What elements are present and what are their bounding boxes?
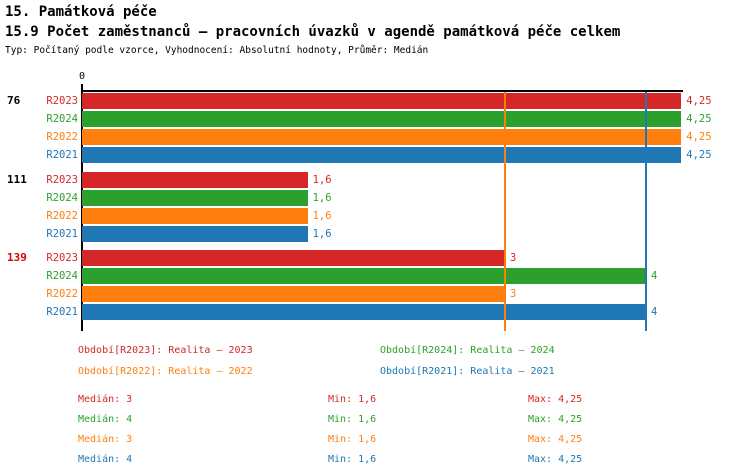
stat-min-R2024: Min: 1,6: [328, 414, 377, 425]
bar-row-label: R2023: [46, 174, 78, 186]
stat-median-R2022: Medián: 3: [78, 434, 133, 445]
bar-value-label: 1,6: [312, 210, 332, 222]
x-axis-zero-label: 0: [78, 71, 86, 82]
chart-title: 15.9 Počet zaměstnanců – pracovních úvaz…: [5, 24, 621, 40]
x-axis-line: [82, 90, 684, 92]
bar-row-label: R2024: [46, 192, 78, 204]
bar-139-R2024: [82, 268, 646, 284]
stat-median-R2021: Medián: 4: [78, 454, 133, 465]
legend-item-R2024: Období[R2024]: Realita – 2024: [380, 345, 555, 356]
stat-min-R2021: Min: 1,6: [328, 454, 377, 465]
bar-value-label: 3: [510, 288, 517, 300]
group-label: 111: [7, 173, 27, 186]
bar-row-label: R2024: [46, 113, 78, 125]
legend-item-R2023: Období[R2023]: Realita – 2023: [78, 345, 253, 356]
stat-min-R2023: Min: 1,6: [328, 394, 377, 405]
bar-111-R2021: [82, 226, 308, 242]
bar-76-R2023: [82, 93, 682, 109]
bar-row-label: R2022: [46, 131, 78, 143]
bar-row-label: R2023: [46, 252, 78, 264]
bar-row-label: R2022: [46, 288, 78, 300]
bar-value-label: 4,25: [686, 95, 712, 107]
stat-min-R2022: Min: 1,6: [328, 434, 377, 445]
y-axis-line: [81, 84, 83, 331]
bar-row-label: R2023: [46, 95, 78, 107]
legend-item-R2021: Období[R2021]: Realita – 2021: [380, 366, 555, 377]
bar-row-label: R2021: [46, 306, 78, 318]
chart-meta-line: Typ: Počítaný podle vzorce, Vyhodnocení:…: [5, 45, 429, 56]
median-line: [504, 92, 506, 331]
stat-median-R2024: Medián: 4: [78, 414, 133, 425]
stat-median-R2023: Medián: 3: [78, 394, 133, 405]
bar-value-label: 4,25: [686, 113, 712, 125]
bar-value-label: 3: [510, 252, 517, 264]
bar-value-label: 4: [651, 270, 658, 282]
stat-max-R2023: Max: 4,25: [528, 394, 583, 405]
bar-row-label: R2022: [46, 210, 78, 222]
bar-76-R2022: [82, 129, 682, 145]
bar-76-R2021: [82, 147, 682, 163]
bar-value-label: 4,25: [686, 131, 712, 143]
bar-139-R2022: [82, 286, 505, 302]
stat-max-R2024: Max: 4,25: [528, 414, 583, 425]
bar-value-label: 1,6: [312, 174, 332, 186]
section-title: 15. Památková péče: [5, 4, 157, 20]
bar-111-R2022: [82, 208, 308, 224]
bar-row-label: R2024: [46, 270, 78, 282]
stat-max-R2022: Max: 4,25: [528, 434, 583, 445]
bar-value-label: 4: [651, 306, 658, 318]
bar-139-R2021: [82, 304, 646, 320]
median-line: [645, 92, 647, 331]
bar-value-label: 1,6: [312, 192, 332, 204]
bar-111-R2024: [82, 190, 308, 206]
bar-row-label: R2021: [46, 228, 78, 240]
bar-value-label: 4,25: [686, 149, 712, 161]
bar-76-R2024: [82, 111, 682, 127]
bar-139-R2023: [82, 250, 505, 266]
group-label: 139: [7, 251, 27, 264]
bar-row-label: R2021: [46, 149, 78, 161]
bar-value-label: 1,6: [312, 228, 332, 240]
legend-item-R2022: Období[R2022]: Realita – 2022: [78, 366, 253, 377]
group-label: 76: [7, 94, 21, 107]
stat-max-R2021: Max: 4,25: [528, 454, 583, 465]
bar-111-R2023: [82, 172, 308, 188]
